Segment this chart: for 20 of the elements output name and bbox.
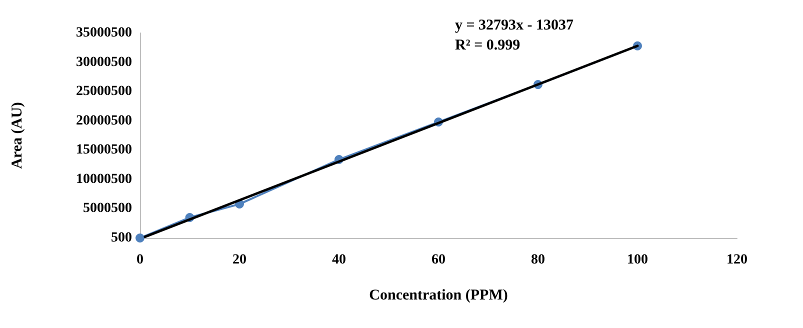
y-tick-label: 30000500 bbox=[76, 54, 132, 70]
x-tick-label: 0 bbox=[136, 252, 144, 268]
y-tick-label: 35000500 bbox=[76, 26, 132, 40]
x-tick-label: 40 bbox=[332, 252, 346, 268]
x-tick-label: 60 bbox=[432, 252, 446, 268]
y-tick-label: 20000500 bbox=[76, 113, 132, 128]
y-tick-label: 500 bbox=[111, 230, 132, 246]
y-tick-label: 15000500 bbox=[76, 142, 132, 158]
y-axis-title: Area (AU) bbox=[10, 102, 26, 169]
x-tick-label: 120 bbox=[726, 252, 748, 268]
x-tick-label: 100 bbox=[627, 252, 648, 268]
x-tick-label: 80 bbox=[531, 252, 545, 268]
annotation: R² = 0.999 bbox=[454, 38, 520, 54]
y-tick-label: 25000500 bbox=[76, 84, 132, 100]
x-axis-title: Concentration (PPM) bbox=[369, 288, 508, 304]
y-tick-label: 10000500 bbox=[76, 172, 132, 187]
x-tick-label: 20 bbox=[232, 252, 246, 268]
point bbox=[136, 234, 144, 242]
y-tick-label: 5000500 bbox=[83, 201, 132, 216]
annotation: y = 32793x - 13037 bbox=[455, 18, 574, 34]
